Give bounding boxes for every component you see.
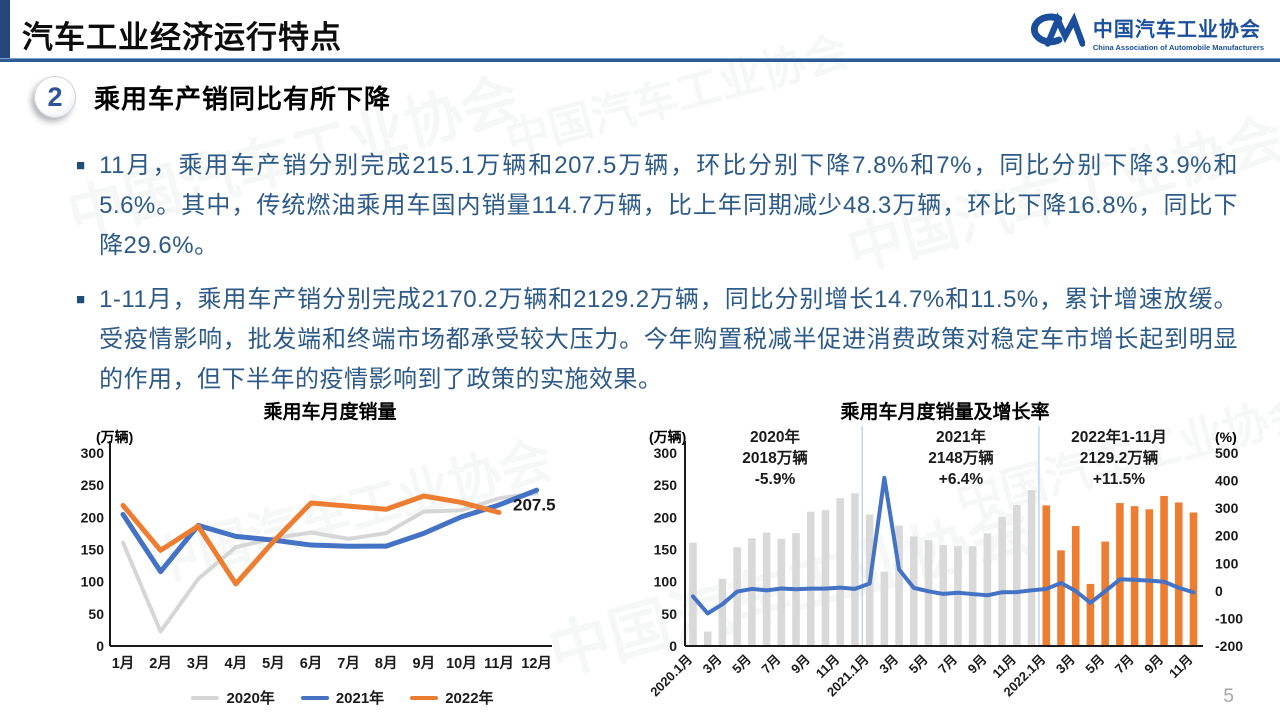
svg-text:300: 300 xyxy=(81,445,105,461)
bullet-item: ■ 11月，乘用车产销分别完成215.1万辆和207.5万辆，环比分别下降7.8… xyxy=(76,146,1238,266)
svg-text:250: 250 xyxy=(654,477,678,493)
legend-label: 2020年 xyxy=(226,690,275,707)
svg-text:207.5: 207.5 xyxy=(513,496,556,515)
svg-text:2月: 2月 xyxy=(149,655,172,672)
header-divider xyxy=(0,58,1280,62)
svg-text:2022年1-11月: 2022年1-11月 xyxy=(1071,427,1167,446)
svg-text:3月: 3月 xyxy=(876,652,901,677)
svg-text:2129.2万辆: 2129.2万辆 xyxy=(1080,448,1159,467)
svg-text:300: 300 xyxy=(1215,500,1239,516)
svg-text:3月: 3月 xyxy=(1053,652,1078,677)
page-title: 汽车工业经济运行特点 xyxy=(22,20,342,55)
svg-text:150: 150 xyxy=(654,542,678,558)
caam-logo-icon xyxy=(1023,8,1086,57)
svg-text:8月: 8月 xyxy=(375,655,398,672)
svg-text:+11.5%: +11.5% xyxy=(1093,471,1145,488)
svg-text:1月: 1月 xyxy=(112,655,135,672)
svg-text:50: 50 xyxy=(88,606,104,622)
svg-text:250: 250 xyxy=(81,477,105,493)
svg-text:9月: 9月 xyxy=(965,652,990,677)
svg-text:5月: 5月 xyxy=(729,652,754,677)
svg-text:乘用车月度销量: 乘用车月度销量 xyxy=(262,400,396,423)
svg-text:5月: 5月 xyxy=(906,652,931,677)
line-chart-legend: 2020年 2021年 2022年 xyxy=(80,687,605,708)
svg-text:6月: 6月 xyxy=(300,655,323,672)
svg-text:100: 100 xyxy=(654,574,678,590)
svg-text:3月: 3月 xyxy=(187,655,210,672)
svg-text:9月: 9月 xyxy=(788,652,813,677)
legend-swatch-2020 xyxy=(191,695,220,700)
bullet-text: 1-11月，乘用车产销分别完成2170.2万辆和2129.2万辆，同比分别增长1… xyxy=(99,286,1238,393)
svg-text:2021年: 2021年 xyxy=(936,427,986,446)
legend-swatch-2022 xyxy=(410,695,439,700)
svg-text:9月: 9月 xyxy=(1141,652,1166,677)
svg-text:200: 200 xyxy=(81,509,105,525)
svg-text:2020.1月: 2020.1月 xyxy=(647,652,695,700)
svg-text:3月: 3月 xyxy=(700,652,725,677)
svg-text:-100: -100 xyxy=(1215,610,1243,626)
svg-text:0: 0 xyxy=(1215,583,1223,599)
legend-item: 2021年 xyxy=(300,687,385,708)
svg-text:7月: 7月 xyxy=(1112,652,1137,677)
svg-text:0: 0 xyxy=(669,638,677,654)
svg-text:400: 400 xyxy=(1215,473,1239,489)
legend-item: 2020年 xyxy=(191,687,275,708)
svg-text:-5.9%: -5.9% xyxy=(755,471,796,488)
svg-text:5月: 5月 xyxy=(262,655,285,672)
svg-text:4月: 4月 xyxy=(225,655,248,672)
legend-label: 2022年 xyxy=(445,690,494,707)
legend-label: 2021年 xyxy=(335,690,385,707)
svg-text:150: 150 xyxy=(81,542,105,558)
monthly-sales-line-chart-svg: 乘用车月度销量 (万辆) 0 50 100 150 200 250 300 1月 2月 3月 4月 5月 6… xyxy=(81,400,556,672)
svg-text:200: 200 xyxy=(1215,528,1239,544)
svg-text:300: 300 xyxy=(654,445,678,461)
caam-logo: 中国汽车工业协会 China Association of Automobile… xyxy=(1023,8,1264,57)
svg-text:10月: 10月 xyxy=(446,655,477,672)
svg-text:7月: 7月 xyxy=(337,655,360,672)
svg-text:100: 100 xyxy=(81,574,105,590)
svg-text:2020年: 2020年 xyxy=(750,427,800,446)
logo-name-cn: 中国汽车工业协会 xyxy=(1092,19,1261,41)
svg-text:0: 0 xyxy=(96,638,104,654)
svg-text:7月: 7月 xyxy=(759,652,784,677)
svg-text:乘用车月度销量及增长率: 乘用车月度销量及增长率 xyxy=(839,400,1049,423)
svg-text:11月: 11月 xyxy=(1166,652,1196,682)
page-number: 5 xyxy=(1223,686,1234,707)
monthly-sales-growth-chart-svg: 乘用车月度销量及增长率 (万辆) (%) 0 50 100 150 200 250 300 -200… xyxy=(647,400,1243,700)
svg-text:(万辆): (万辆) xyxy=(96,429,133,445)
svg-text:2148万辆: 2148万辆 xyxy=(928,448,994,467)
section-number-badge: 2 xyxy=(34,76,76,118)
svg-text:+6.4%: +6.4% xyxy=(939,471,984,488)
section-heading: 乘用车产销同比有所下降 xyxy=(94,83,392,114)
bullet-square-icon: ■ xyxy=(76,157,86,174)
legend-swatch-2021 xyxy=(300,695,329,700)
svg-text:(万辆): (万辆) xyxy=(649,429,686,445)
svg-text:12月: 12月 xyxy=(521,655,552,672)
section-heading-row: 2 乘用车产销同比有所下降 xyxy=(34,76,391,118)
svg-text:(%): (%) xyxy=(1215,429,1237,445)
svg-text:7月: 7月 xyxy=(935,652,960,677)
bullet-square-icon: ■ xyxy=(76,291,86,308)
svg-text:-200: -200 xyxy=(1215,638,1243,654)
legend-item: 2022年 xyxy=(410,687,494,708)
svg-text:9月: 9月 xyxy=(413,655,436,672)
bullet-item: ■ 1-11月，乘用车产销分别完成2170.2万辆和2129.2万辆，同比分别增… xyxy=(76,280,1238,400)
header-accent-bar xyxy=(0,0,10,60)
bullet-list: ■ 11月，乘用车产销分别完成215.1万辆和207.5万辆，环比分别下降7.8… xyxy=(76,146,1238,414)
svg-text:200: 200 xyxy=(654,509,678,525)
svg-text:5月: 5月 xyxy=(1082,652,1107,677)
svg-text:11月: 11月 xyxy=(484,655,514,672)
monthly-sales-line-chart: 乘用车月度销量 (万辆) 0 50 100 150 200 250 300 1月 2月 3月 4月 5月 6… xyxy=(80,396,605,708)
monthly-sales-growth-chart: 乘用车月度销量及增长率 (万辆) (%) 0 50 100 150 200 250 300 -200… xyxy=(623,396,1280,719)
bullet-text: 11月，乘用车产销分别完成215.1万辆和207.5万辆，环比分别下降7.8%和… xyxy=(99,152,1238,259)
svg-text:50: 50 xyxy=(661,606,677,622)
svg-text:100: 100 xyxy=(1215,555,1239,571)
logo-name-en: China Association of Automobile Manufact… xyxy=(1092,43,1264,52)
svg-text:2018万辆: 2018万辆 xyxy=(742,448,808,467)
svg-text:500: 500 xyxy=(1215,445,1239,461)
